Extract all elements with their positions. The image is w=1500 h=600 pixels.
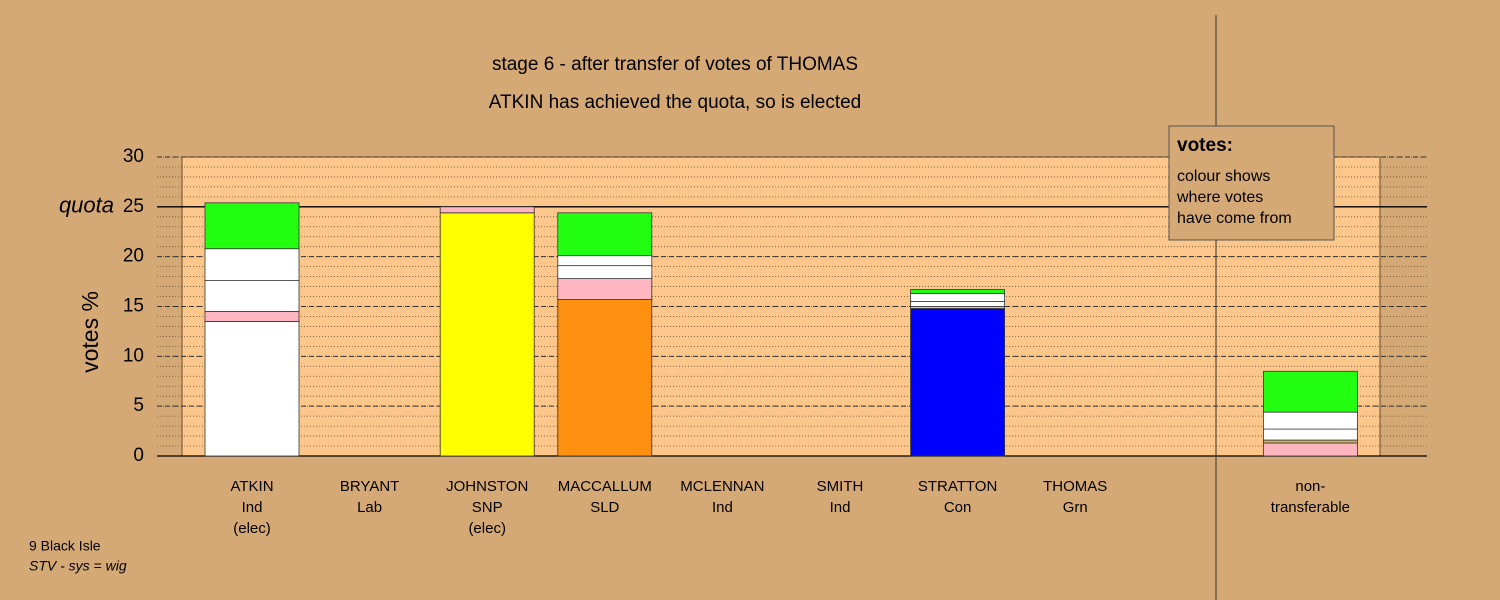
bar-segment — [204, 321, 300, 457]
x-tick-label: SMITH — [817, 478, 864, 495]
x-tick-label: non- — [1295, 478, 1325, 495]
x-tick-label: transferable — [1271, 499, 1350, 516]
bar-segment — [439, 206, 535, 214]
y-axis-label: votes % — [77, 291, 103, 373]
x-tick-label: BRYANT — [340, 478, 399, 495]
bar-segment — [1263, 439, 1358, 444]
quota-label: quota — [59, 193, 114, 218]
x-tick-label: Grn — [1063, 499, 1088, 516]
x-tick-label: Lab — [357, 499, 382, 516]
x-tick-label: Ind — [242, 499, 263, 516]
bar-segment — [1263, 411, 1358, 430]
bar-segment — [910, 301, 1005, 307]
x-tick-label: Ind — [830, 499, 851, 516]
footnote: 9 Black Isle — [29, 538, 101, 554]
y-tick-label: 5 — [133, 395, 144, 416]
legend-title: votes: — [1177, 135, 1233, 156]
bar-segment — [910, 308, 1005, 457]
x-tick-label: STRATTON — [918, 478, 997, 495]
bar-segment — [204, 280, 300, 312]
x-tick-label: ATKIN — [230, 478, 273, 495]
bar-segment — [557, 265, 653, 279]
bar-segment — [204, 311, 300, 322]
bar-segment — [439, 212, 535, 457]
bar-segment — [1263, 428, 1358, 441]
x-tick-label: (elec) — [233, 520, 271, 537]
y-tick-label: 15 — [123, 296, 144, 317]
legend-text: colour shows — [1177, 168, 1270, 185]
bar-segment — [557, 255, 653, 267]
bar-segment — [557, 278, 653, 300]
bar-segment — [1263, 442, 1358, 457]
legend-box — [1168, 125, 1335, 241]
y-tick-label: 30 — [123, 146, 144, 167]
x-tick-label: SLD — [590, 499, 619, 516]
bars — [204, 202, 1358, 457]
x-tick-label: MCLENNAN — [680, 478, 764, 495]
x-tick-label: MACCALLUM — [558, 478, 652, 495]
bar-segment — [1263, 370, 1358, 413]
legend-text: have come from — [1177, 210, 1292, 227]
bar-segment — [910, 293, 1005, 302]
x-tick-label: SNP — [472, 499, 503, 516]
y-tick-label: 25 — [123, 196, 144, 217]
bar-segment — [204, 248, 300, 281]
y-tick-label: 10 — [123, 345, 144, 366]
bar-segment — [557, 212, 653, 257]
x-tick-label: THOMAS — [1043, 478, 1107, 495]
footnote: STV - sys = wig — [29, 558, 127, 574]
legend-text: where votes — [1176, 189, 1263, 206]
bar-segment — [204, 202, 300, 250]
chart-title: stage 6 - after transfer of votes of THO… — [492, 54, 858, 75]
bar-segment — [910, 289, 1005, 294]
x-tick-label: Con — [944, 499, 972, 516]
chart-subtitle: ATKIN has achieved the quota, so is elec… — [489, 92, 861, 113]
y-tick-label: 0 — [133, 445, 144, 466]
bar-segment — [557, 299, 653, 457]
x-tick-label: Ind — [712, 499, 733, 516]
y-tick-label: 20 — [123, 246, 144, 267]
x-tick-label: JOHNSTON — [446, 478, 528, 495]
x-tick-label: (elec) — [468, 520, 506, 537]
